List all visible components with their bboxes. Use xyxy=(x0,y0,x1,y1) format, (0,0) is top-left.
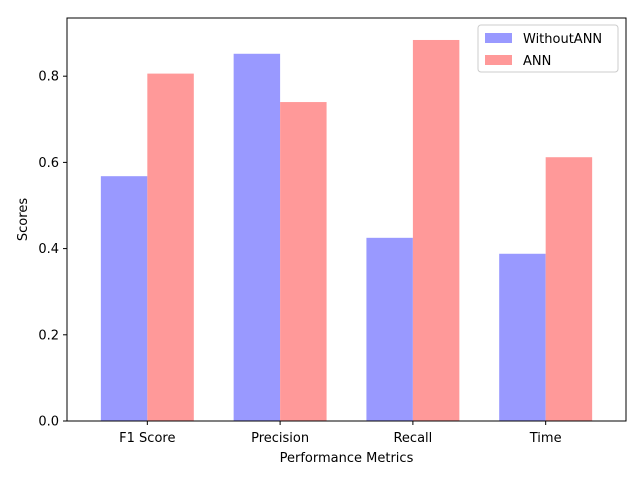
x-tick-label: F1 Score xyxy=(119,431,175,446)
bar-withoutann-recall xyxy=(366,237,413,421)
y-axis-ticks: 0.0 0.2 0.4 0.6 0.8 xyxy=(38,70,67,430)
x-tick-label: Time xyxy=(529,431,562,446)
y-axis-title: Scores xyxy=(16,198,31,241)
legend-label-withoutann: WithoutANN xyxy=(523,32,602,47)
legend-swatch-ann xyxy=(485,55,512,65)
legend-label-ann: ANN xyxy=(523,54,551,69)
bar-ann-time xyxy=(545,157,593,421)
legend: WithoutANN ANN xyxy=(477,24,619,73)
plot-area-frame xyxy=(66,17,627,422)
x-axis-title: Performance Metrics xyxy=(280,451,414,466)
y-tick-label: 0.6 xyxy=(38,156,59,171)
x-tick-label: Recall xyxy=(393,431,432,446)
y-tick-label: 0.2 xyxy=(38,328,59,343)
bar-ann-recall xyxy=(412,39,460,422)
bar-ann-f1-score xyxy=(147,73,194,421)
bars-group xyxy=(100,39,593,422)
x-tick-label: Precision xyxy=(251,431,309,446)
bar-withoutann-f1-score xyxy=(100,176,148,421)
x-axis-ticks: F1 Score Precision Recall Time xyxy=(119,421,562,446)
bar-ann-precision xyxy=(280,102,327,421)
bar-withoutann-precision xyxy=(233,53,281,422)
bar-withoutann-time xyxy=(499,253,546,421)
y-tick-label: 0.4 xyxy=(38,242,59,257)
y-tick-label: 0.8 xyxy=(38,70,59,85)
legend-swatch-withoutann xyxy=(485,33,512,43)
y-tick-label: 0.0 xyxy=(38,415,59,430)
legend-box xyxy=(477,24,619,73)
